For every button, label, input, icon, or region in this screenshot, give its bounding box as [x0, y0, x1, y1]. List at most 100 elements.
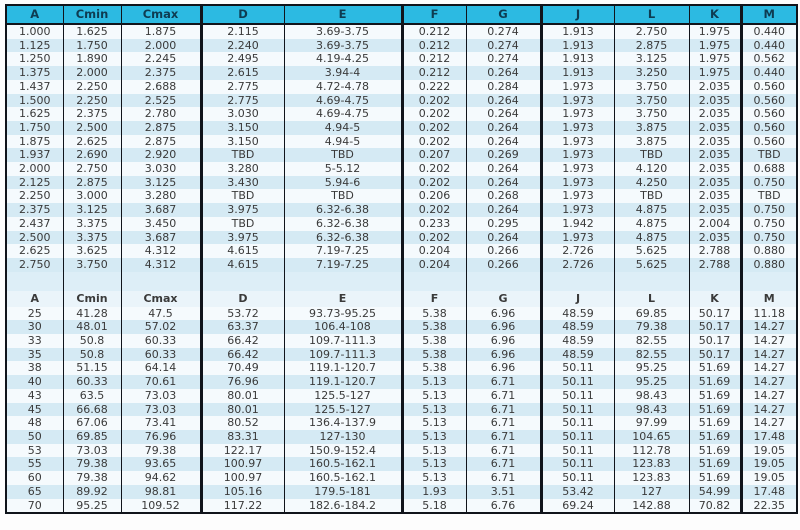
table-cell: 1.973 [541, 189, 615, 204]
table-cell: 1.973 [541, 230, 615, 245]
table-cell: 50.11 [541, 388, 615, 403]
table-cell: 2.500 [63, 120, 122, 135]
table-cell: 79.38 [63, 471, 122, 485]
table-cell: 125.5-127 [284, 402, 404, 417]
table-cell: 48.59 [541, 306, 615, 321]
table-cell: 2.115 [201, 24, 285, 39]
table-cell: 1.973 [541, 120, 615, 135]
table-cell: 0.202 [402, 93, 467, 108]
table-cell: 14.27 [741, 416, 796, 430]
table-cell: 0.562 [741, 52, 796, 67]
table-cell: 4.72-4.78 [284, 79, 404, 94]
table-cell: 2.245 [121, 52, 203, 67]
table-cell: 0.204 [402, 257, 467, 272]
table-cell: 0.202 [402, 162, 467, 176]
table-cell: 3.250 [614, 66, 690, 80]
table-cell: 0.274 [466, 24, 543, 39]
table-cell: 63.5 [63, 388, 122, 403]
table-cell: 5.13 [402, 457, 467, 472]
table-row: 48 67.06 73.41 80.52 136.4-137.9 5.13 6.71 50.1… [7, 416, 796, 430]
table-cell: 51.69 [689, 443, 743, 458]
table-cell: 73.41 [121, 416, 203, 430]
table-cell: 3.875 [614, 120, 690, 135]
table-cell: 50.8 [63, 347, 122, 362]
table-cell: 3.280 [201, 162, 285, 176]
table-cell: 1.937 [7, 148, 64, 163]
table-cell: 6.96 [466, 361, 543, 376]
table-cell: 0.688 [741, 162, 796, 176]
table-row: 2.750 3.750 4.312 4.615 7.19-7.25 0.204 0.266 2… [7, 257, 796, 272]
table-cell: 51.69 [689, 471, 743, 485]
table-cell: 6.96 [466, 306, 543, 321]
table-cell: 82.55 [614, 334, 690, 348]
table-cell: 73.03 [121, 402, 203, 417]
spacer-cell [402, 271, 467, 291]
table-cell: 5.38 [402, 347, 467, 362]
table-cell: 50.17 [689, 347, 743, 362]
table-cell: 0.750 [741, 230, 796, 245]
table-cell: 7.19-7.25 [284, 257, 404, 272]
primary-header-row: A Cmin Cmax D E F G J L K M [7, 6, 796, 25]
table-cell: 50.17 [689, 306, 743, 321]
table-cell: 50.11 [541, 375, 615, 389]
table-row: 1.750 2.500 2.875 3.150 4.94-5 0.202 0.264 1.97… [7, 120, 796, 135]
table-cell: 0.295 [466, 216, 543, 231]
table-cell: 112.78 [614, 443, 690, 458]
table-cell: 0.206 [402, 189, 467, 204]
table-cell: 19.05 [741, 471, 796, 485]
table-cell: 0.264 [466, 120, 543, 135]
table-cell: 3.94-4 [284, 66, 404, 80]
table-cell: 79.38 [614, 320, 690, 335]
column-header: J [541, 6, 615, 25]
table-cell: 60 [7, 471, 64, 485]
column-header: G [466, 6, 543, 25]
spec-table-body: A Cmin Cmax D E F G J L K M 1.000 1.625 1.875 2.115 3.6… [7, 6, 796, 513]
table-cell: 50.11 [541, 361, 615, 376]
table-cell: 60.33 [121, 347, 203, 362]
table-cell: 2.004 [689, 216, 743, 231]
table-cell: 2.000 [7, 162, 64, 176]
table-cell: 14.27 [741, 334, 796, 348]
table-cell: 69.85 [614, 306, 690, 321]
table-cell: 1.000 [7, 24, 64, 39]
table-cell: 1.942 [541, 216, 615, 231]
table-cell: 1.975 [689, 38, 743, 53]
table-cell: 2.788 [689, 257, 743, 272]
column-header: M [741, 290, 796, 307]
table-cell: 0.233 [402, 216, 467, 231]
table-cell: 47.5 [121, 306, 203, 321]
table-cell: 2.920 [121, 148, 203, 163]
table-row: 1.500 2.250 2.525 2.775 4.69-4.75 0.202 0.264 1… [7, 93, 796, 108]
table-cell: 4.875 [614, 216, 690, 231]
table-row: 1.250 1.890 2.245 2.495 4.19-4.25 0.212 0.274 1… [7, 52, 796, 67]
table-cell: 40 [7, 375, 64, 389]
table-row: 55 79.38 93.65 100.97 160.5-162.1 5.13 6.71 50.… [7, 457, 796, 472]
table-cell: 5.38 [402, 320, 467, 335]
table-cell: 51.15 [63, 361, 122, 376]
column-header: J [541, 290, 615, 307]
table-cell: 14.27 [741, 361, 796, 376]
table-cell: 109.52 [121, 498, 203, 513]
table-cell: 5.13 [402, 402, 467, 417]
table-cell: 2.035 [689, 148, 743, 163]
table-cell: 0.202 [402, 134, 467, 149]
column-header: Cmax [121, 290, 203, 307]
table-cell: 123.83 [614, 471, 690, 485]
table-cell: 79.38 [63, 457, 122, 472]
table-cell: 5.13 [402, 375, 467, 389]
table-cell: 3.975 [201, 230, 285, 245]
column-header: A [7, 290, 64, 307]
table-cell: 0.212 [402, 52, 467, 67]
table-cell: 0.264 [466, 93, 543, 108]
table-cell: 0.264 [466, 134, 543, 149]
table-cell: 0.750 [741, 203, 796, 217]
column-header: K [689, 290, 743, 307]
table-cell: 50.17 [689, 334, 743, 348]
table-cell: 53.42 [541, 484, 615, 499]
table-cell: 0.202 [402, 120, 467, 135]
column-header: D [201, 6, 285, 25]
table-cell: 1.437 [7, 79, 64, 94]
table-cell: 6.71 [466, 443, 543, 458]
table-cell: 79.38 [121, 443, 203, 458]
table-cell: 2.035 [689, 120, 743, 135]
